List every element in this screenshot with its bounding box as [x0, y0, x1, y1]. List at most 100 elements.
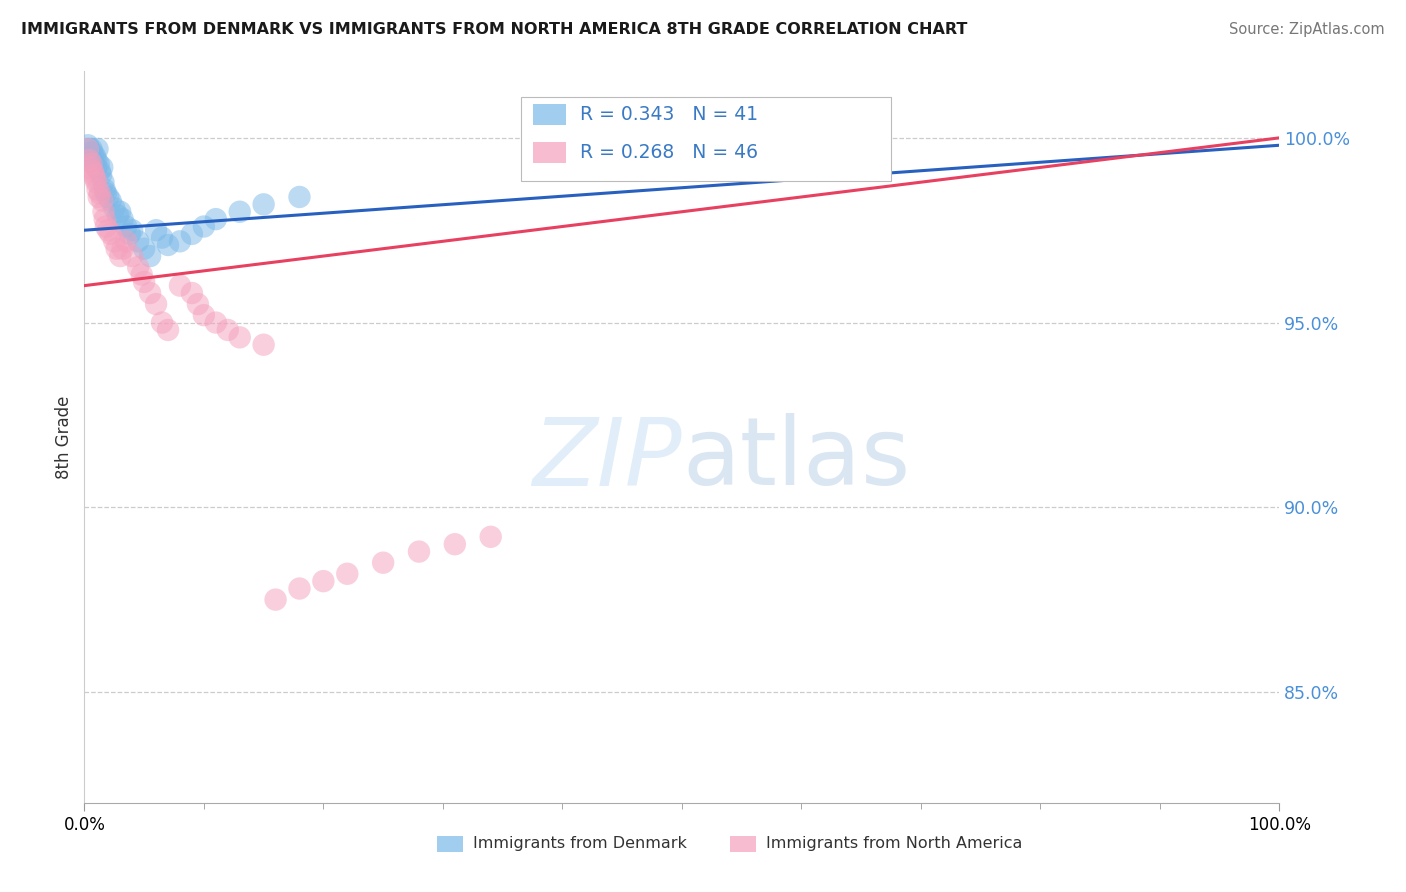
Point — [132, 242, 156, 256]
Point — [408, 544, 430, 558]
Point — [121, 249, 143, 263]
Point — [82, 164, 104, 178]
Point — [127, 260, 149, 274]
Point — [132, 275, 156, 289]
Point — [94, 186, 117, 201]
Point — [91, 161, 114, 175]
Point — [131, 268, 153, 282]
Point — [444, 537, 467, 551]
Point — [127, 235, 149, 249]
Point — [93, 204, 115, 219]
Point — [169, 278, 191, 293]
Point — [205, 212, 228, 227]
Point — [86, 161, 108, 175]
Bar — [533, 104, 567, 125]
Point — [229, 204, 252, 219]
Point — [79, 145, 101, 160]
Point — [87, 157, 110, 171]
Point — [110, 249, 132, 263]
Point — [479, 530, 502, 544]
Text: atlas: atlas — [682, 413, 910, 505]
Point — [139, 285, 162, 300]
Point — [100, 227, 122, 241]
Point — [193, 219, 215, 234]
Point — [205, 316, 228, 330]
Point — [193, 308, 215, 322]
Point — [77, 142, 100, 156]
Point — [118, 227, 141, 241]
Point — [312, 574, 335, 589]
Point — [79, 149, 101, 163]
Point — [150, 316, 173, 330]
Point — [139, 249, 162, 263]
Point — [80, 157, 103, 171]
Point — [89, 186, 111, 201]
Point — [187, 297, 209, 311]
Point — [111, 242, 134, 256]
Point — [253, 337, 276, 351]
Point — [80, 142, 103, 156]
Point — [97, 190, 120, 204]
Point — [90, 168, 112, 182]
Point — [157, 323, 180, 337]
Point — [89, 164, 111, 178]
Point — [115, 235, 138, 249]
Point — [100, 194, 122, 208]
Text: R = 0.268   N = 46: R = 0.268 N = 46 — [581, 143, 758, 162]
Text: Source: ZipAtlas.com: Source: ZipAtlas.com — [1229, 22, 1385, 37]
Point — [86, 175, 108, 189]
Point — [83, 168, 105, 182]
Point — [97, 223, 120, 237]
Text: ZIP: ZIP — [533, 414, 682, 505]
Point — [217, 323, 239, 337]
Point — [288, 190, 311, 204]
Text: Immigrants from Denmark: Immigrants from Denmark — [472, 836, 686, 851]
FancyBboxPatch shape — [520, 97, 891, 181]
Point — [91, 194, 114, 208]
Point — [103, 235, 125, 249]
Point — [94, 219, 117, 234]
Point — [103, 201, 125, 215]
Point — [107, 209, 129, 223]
Text: R = 0.343   N = 41: R = 0.343 N = 41 — [581, 105, 758, 124]
Point — [181, 285, 204, 300]
Point — [93, 212, 115, 227]
Point — [79, 161, 101, 175]
Point — [83, 157, 105, 171]
Point — [86, 142, 108, 156]
Point — [121, 223, 143, 237]
Point — [105, 242, 128, 256]
Point — [181, 227, 204, 241]
Point — [86, 153, 108, 167]
Text: IMMIGRANTS FROM DENMARK VS IMMIGRANTS FROM NORTH AMERICA 8TH GRADE CORRELATION C: IMMIGRANTS FROM DENMARK VS IMMIGRANTS FR… — [21, 22, 967, 37]
Point — [77, 138, 100, 153]
Point — [169, 235, 191, 249]
Point — [253, 197, 276, 211]
Point — [84, 171, 107, 186]
Point — [82, 145, 104, 160]
Bar — [533, 143, 567, 163]
Point — [82, 153, 104, 167]
Point — [373, 556, 395, 570]
Point — [111, 212, 134, 227]
Text: Immigrants from North America: Immigrants from North America — [766, 836, 1022, 851]
Bar — [437, 836, 463, 852]
Point — [157, 238, 180, 252]
Point — [145, 223, 167, 237]
Bar — [730, 836, 756, 852]
Point — [150, 230, 173, 244]
Point — [229, 330, 252, 344]
Point — [77, 142, 100, 156]
Y-axis label: 8th Grade: 8th Grade — [55, 395, 73, 479]
Point — [288, 582, 311, 596]
Point — [115, 219, 138, 234]
Point — [84, 149, 107, 163]
Point — [336, 566, 359, 581]
Point — [110, 204, 132, 219]
Point — [264, 592, 287, 607]
Point — [93, 183, 115, 197]
Point — [87, 190, 110, 204]
Point — [145, 297, 167, 311]
Point — [93, 175, 115, 189]
Point — [86, 183, 108, 197]
